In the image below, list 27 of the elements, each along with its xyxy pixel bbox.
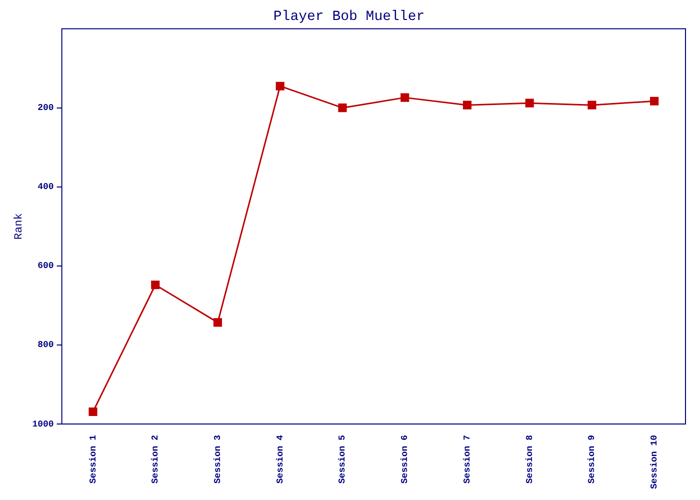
x-tick-label: Session 6: [400, 434, 410, 484]
point: [588, 100, 596, 110]
point: [151, 280, 160, 290]
y-tick-label: 400: [38, 182, 54, 192]
x-tick-label: Session 10: [650, 434, 660, 490]
point: [213, 318, 222, 327]
point: [338, 104, 347, 112]
point: [88, 407, 98, 416]
point: [400, 93, 410, 102]
point: [650, 96, 659, 106]
y-axis-title: Rank: [14, 212, 26, 240]
x-tick-label: Session 7: [462, 434, 472, 484]
point: [462, 100, 472, 110]
x-tick-label: Session 3: [212, 434, 223, 484]
point: [276, 82, 284, 90]
y-tick-label: 600: [38, 261, 54, 272]
x-tick-label: Session 4: [275, 434, 286, 484]
x-tick-label: Session 1: [88, 434, 98, 484]
y-tick-label: 1000: [32, 419, 54, 430]
point: [525, 98, 534, 108]
x-tick-label: Session 8: [524, 434, 535, 484]
x-tick-label: Session 5: [338, 434, 348, 484]
x-tick-label: Session 9: [587, 434, 598, 484]
y-tick-label: 200: [38, 103, 54, 114]
chart-title: Player Bob Mueller: [273, 9, 425, 26]
x-tick-label: Session 2: [150, 434, 161, 484]
y-tick-label: 800: [38, 340, 54, 350]
